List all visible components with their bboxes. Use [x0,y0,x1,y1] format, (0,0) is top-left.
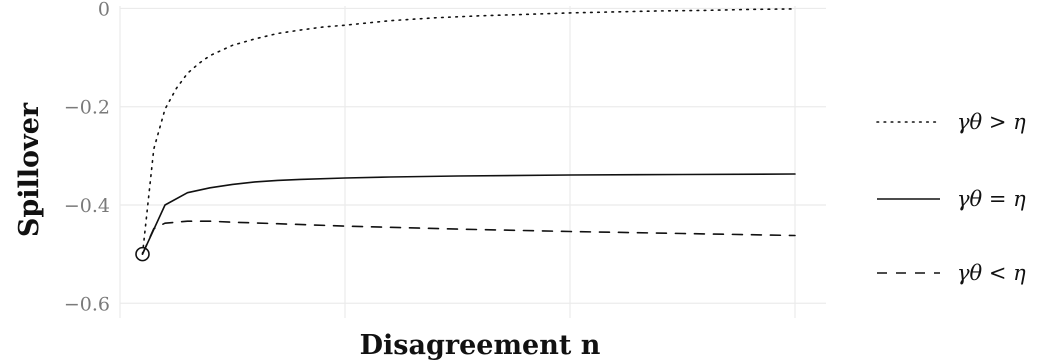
legend-label-less: γθ < η [957,261,1026,285]
series-line-dotted [141,8,796,255]
start-point-marker [135,246,150,262]
series-layer [141,8,796,255]
y-tick-label: −0.6 [64,293,110,315]
y-tick-label: −0.4 [64,195,110,217]
legend: γθ > η γθ = η γθ < η [876,110,1026,285]
y-tick-label: 0 [98,0,110,20]
series-line-solid [141,173,796,255]
grid [119,6,826,318]
y-axis-title: Spillover [14,102,45,237]
series-line-dashed [141,220,796,255]
legend-label-equal: γθ = η [957,187,1026,211]
legend-label-greater: γθ > η [957,110,1026,134]
y-tick-label: −0.2 [64,97,110,119]
marker-layer [135,246,150,262]
x-axis-title: Disagreement n [360,330,601,361]
y-tick-labels: 0 −0.2 −0.4 −0.6 [64,0,110,315]
